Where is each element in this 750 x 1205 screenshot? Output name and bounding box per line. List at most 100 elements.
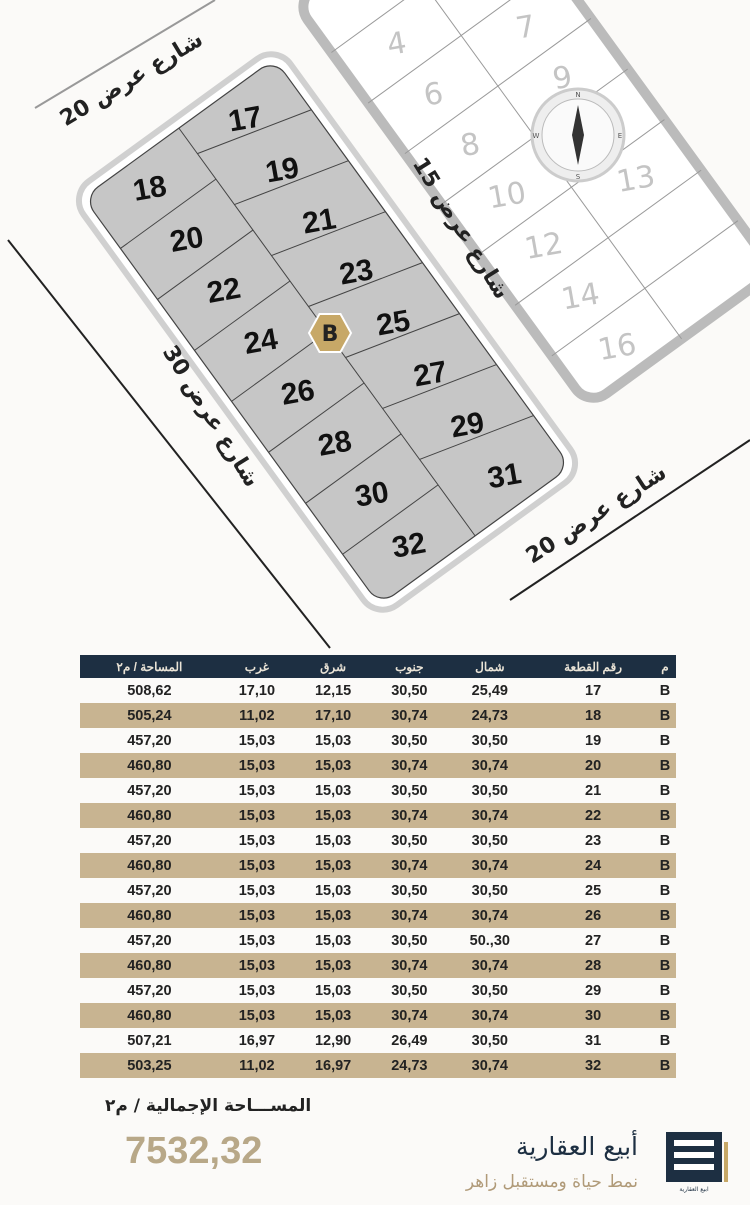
table-cell: 15,03 xyxy=(238,832,276,849)
brand-logo: ابيع العقارية xyxy=(666,1132,728,1193)
table-cell: 24,73 xyxy=(447,703,533,728)
table-row: B 19 30,50 30,50 15,03 15,03 457,20 xyxy=(80,728,676,753)
brand-tagline: نمط حياة ومستقبل زاهر xyxy=(465,1172,638,1192)
table-cell: 16,97 xyxy=(294,1053,372,1078)
table-cell: 18 xyxy=(532,703,654,728)
table-cell: 460,80 xyxy=(80,803,219,828)
plot-number[interactable]: 19 xyxy=(263,151,302,189)
table-cell: B xyxy=(653,703,676,728)
plot-number[interactable]: 12 xyxy=(522,226,566,267)
svg-text:N: N xyxy=(575,91,580,99)
table-cell: 15,03 xyxy=(238,982,276,999)
plot-divider xyxy=(308,262,423,307)
table-cell: B xyxy=(653,853,676,878)
table-cell: 11,02 xyxy=(218,703,295,728)
table-cell: 457,20 xyxy=(127,982,172,999)
svg-text:B: B xyxy=(322,322,339,347)
plot-number[interactable]: 29 xyxy=(448,406,487,444)
road-edge-line xyxy=(7,239,331,649)
table-cell: 15,03 xyxy=(218,903,295,928)
table-cell: 30,74 xyxy=(371,1003,448,1028)
plot-number[interactable]: 27 xyxy=(411,355,450,393)
table-cell: 30,50 xyxy=(391,682,428,699)
plot-divider xyxy=(331,0,518,53)
table-row: B 32 30,74 24,73 16,97 11,02 503,25 xyxy=(80,1053,676,1078)
table-row: B 27 30,.50 30,50 15,03 15,03 457,20 xyxy=(80,928,676,953)
plot-divider xyxy=(478,119,665,256)
plot-divider xyxy=(234,160,349,206)
table-cell: 30,74 xyxy=(447,803,533,828)
table-cell: 30,74 xyxy=(447,1053,533,1078)
plot-number[interactable]: 10 xyxy=(485,175,529,216)
plot-number[interactable]: 31 xyxy=(485,457,524,495)
column-header: جنوب xyxy=(371,655,448,678)
plot-number[interactable]: 22 xyxy=(205,272,244,310)
table-cell: 460,80 xyxy=(80,753,219,778)
table-cell: 460,80 xyxy=(80,903,219,928)
table-cell: 12,15 xyxy=(314,682,352,699)
plot-number[interactable]: 30 xyxy=(353,475,392,513)
table-cell: 24,73 xyxy=(371,1053,448,1078)
table-cell: B xyxy=(653,1053,676,1078)
table-cell: 30,74 xyxy=(371,703,448,728)
column-header: شمال xyxy=(447,655,533,678)
table-cell: 29 xyxy=(585,982,602,999)
plot-number[interactable]: 13 xyxy=(614,159,658,200)
plot-divider xyxy=(551,220,739,357)
plot-divider xyxy=(514,169,702,306)
table-row: B 25 30,50 30,50 15,03 15,03 457,20 xyxy=(80,878,676,903)
plot-divider xyxy=(367,0,555,104)
table-row: B 23 30,50 30,50 15,03 15,03 457,20 xyxy=(80,828,676,853)
table-cell: 20 xyxy=(532,753,654,778)
table-cell: 30,74 xyxy=(371,853,448,878)
svg-text:W: W xyxy=(533,132,540,140)
table-cell: 30,74 xyxy=(447,1003,533,1028)
road-edge-line xyxy=(34,0,216,109)
plot-number[interactable]: 18 xyxy=(130,170,169,208)
table-cell: 25,49 xyxy=(471,682,508,699)
plot-number[interactable]: 32 xyxy=(390,526,429,564)
table-cell: 503,25 xyxy=(80,1053,219,1078)
plot-number[interactable]: 20 xyxy=(167,221,206,259)
table-cell: 15,03 xyxy=(218,753,295,778)
table-cell: 460,80 xyxy=(80,953,219,978)
table-cell: 15,03 xyxy=(218,953,295,978)
plot-divider xyxy=(305,433,402,504)
table-cell: 15,03 xyxy=(294,953,372,978)
table-row: B 21 30,50 30,50 15,03 15,03 457,20 xyxy=(80,778,676,803)
svg-text:E: E xyxy=(618,132,622,140)
table-cell: 30,74 xyxy=(447,953,533,978)
table-cell: 22 xyxy=(532,803,654,828)
table-cell: B xyxy=(653,803,676,828)
plot-divider xyxy=(157,229,254,300)
plot-divider xyxy=(231,331,328,402)
table-cell: B xyxy=(659,782,671,799)
table-cell: 15,03 xyxy=(294,1003,372,1028)
table-cell: 15,03 xyxy=(294,903,372,928)
table-cell: 15,03 xyxy=(238,732,276,749)
plot-number[interactable]: 24 xyxy=(242,322,281,360)
table-cell: 30,50 xyxy=(471,982,508,999)
table-cell: 30,50 xyxy=(471,732,508,749)
table-cell: B xyxy=(659,882,671,899)
plot-number[interactable]: 16 xyxy=(595,327,639,368)
table-cell: 30,74 xyxy=(447,853,533,878)
plot-number[interactable]: 26 xyxy=(279,374,318,412)
table-cell: 15,03 xyxy=(314,782,352,799)
table-cell: 457,20 xyxy=(127,832,172,849)
plot-number[interactable]: 17 xyxy=(226,100,265,138)
table-row: B 29 30,50 30,50 15,03 15,03 457,20 xyxy=(80,978,676,1003)
table-cell: 26,49 xyxy=(391,1032,428,1049)
plot-number[interactable]: 25 xyxy=(374,304,413,342)
table-row: B 17 25,49 30,50 12,15 17,10 508,62 xyxy=(80,678,676,703)
table-cell: B xyxy=(659,732,671,749)
column-header: غرب xyxy=(218,655,295,678)
plot-number[interactable]: 14 xyxy=(559,276,603,317)
plot-divider xyxy=(342,484,439,555)
table-cell: B xyxy=(653,953,676,978)
plot-number[interactable]: 28 xyxy=(316,424,355,462)
table-cell: 15,03 xyxy=(238,882,276,899)
plot-number[interactable]: 21 xyxy=(300,202,339,240)
road-edge-line xyxy=(509,439,750,601)
plot-number[interactable]: 23 xyxy=(337,253,376,291)
